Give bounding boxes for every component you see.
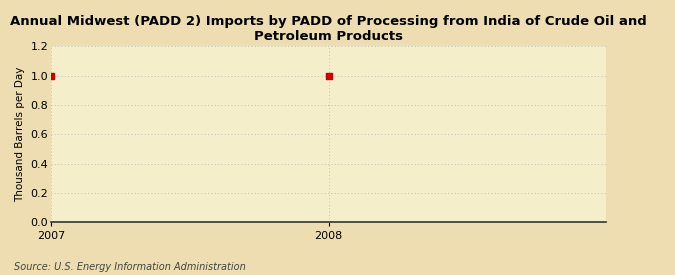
Point (46, 73, 57, 78)
Point (323, 73, 334, 78)
Text: Source: U.S. Energy Information Administration: Source: U.S. Energy Information Administ… (14, 262, 245, 272)
Title: Annual Midwest (PADD 2) Imports by PADD of Processing from India of Crude Oil an: Annual Midwest (PADD 2) Imports by PADD … (10, 15, 647, 43)
Y-axis label: Thousand Barrels per Day: Thousand Barrels per Day (15, 67, 25, 202)
